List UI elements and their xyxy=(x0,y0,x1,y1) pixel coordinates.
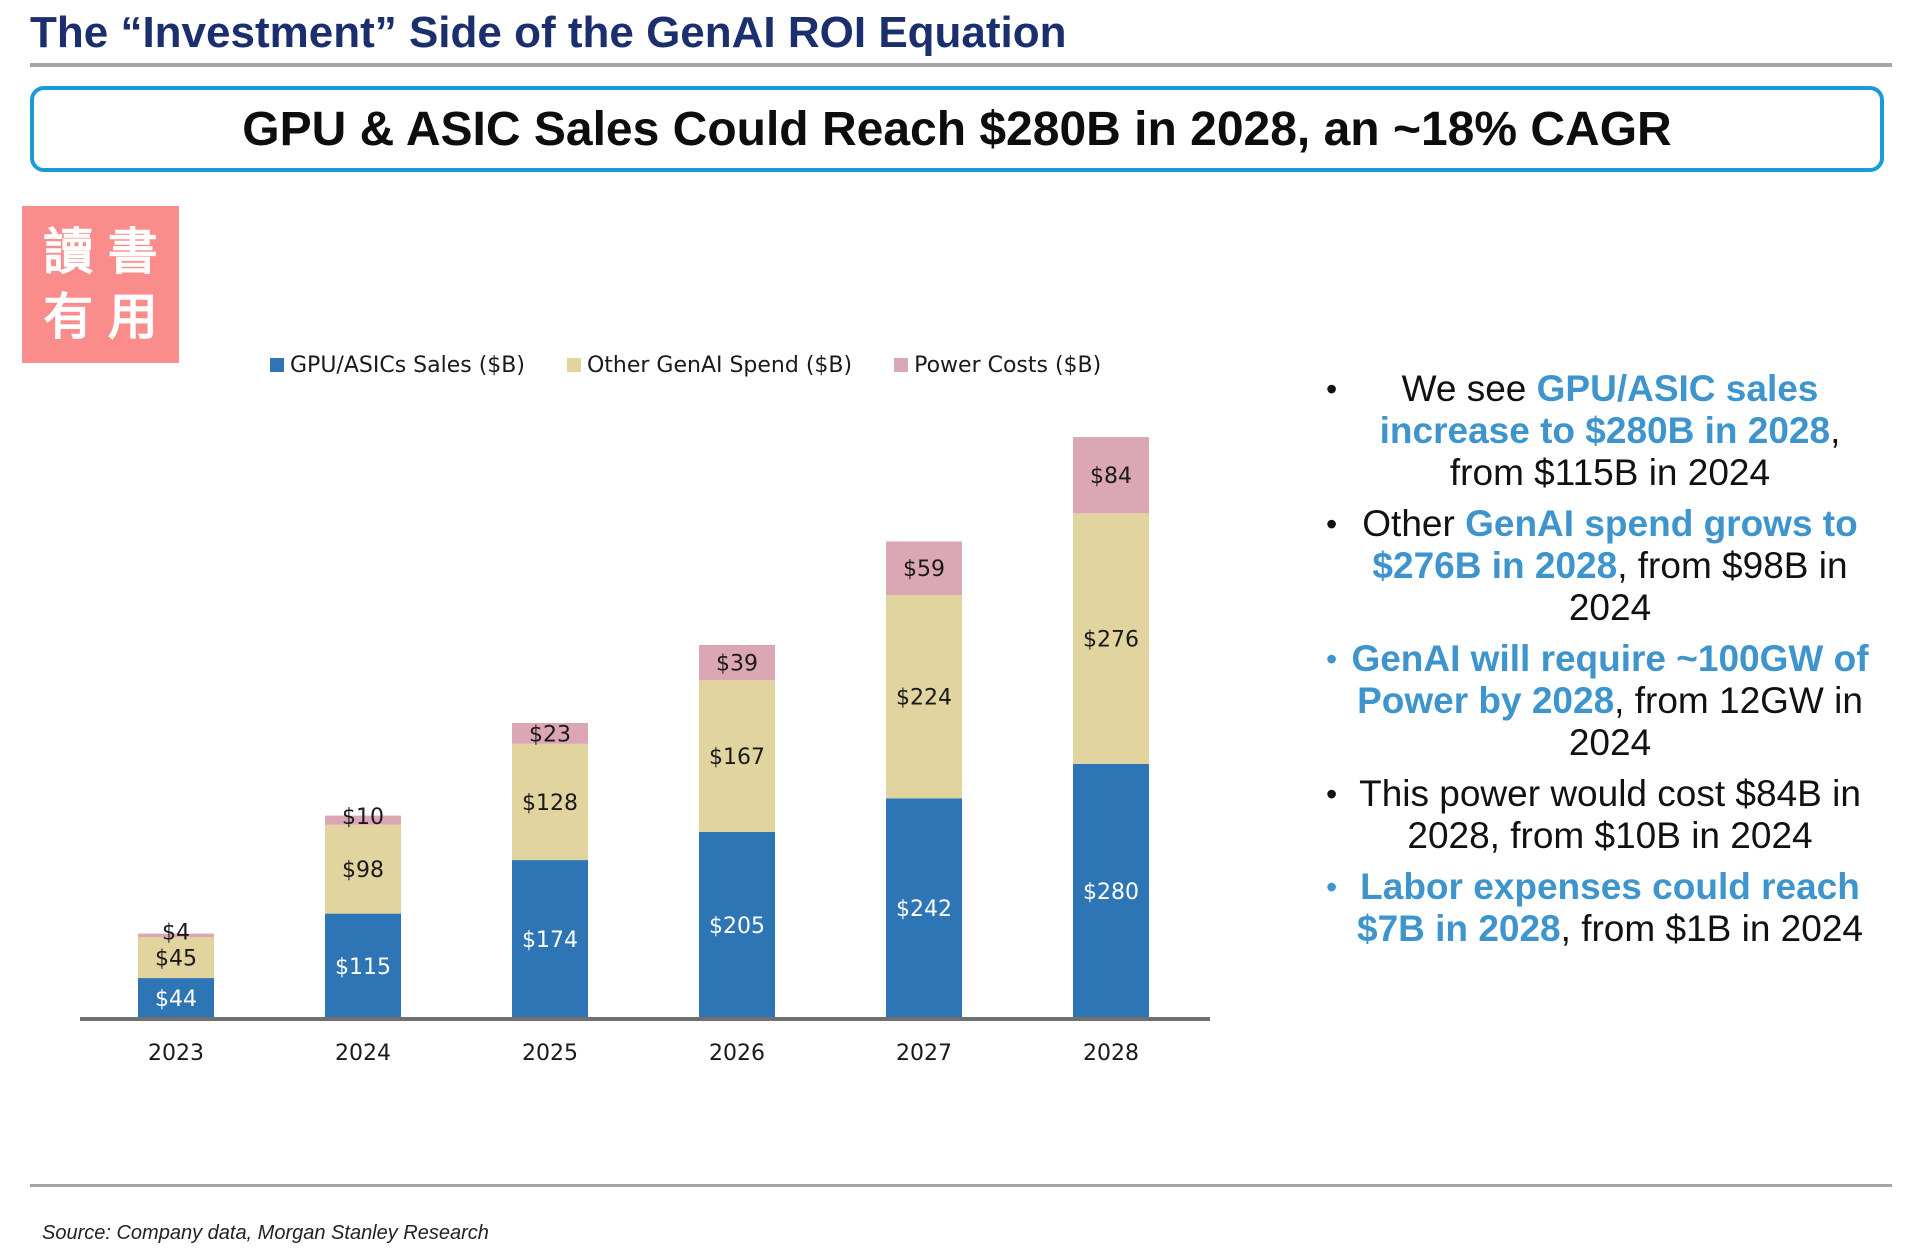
bullet-highlight-text: GenAI spend grows to $276B in 2028 xyxy=(1372,503,1858,586)
bar-segment xyxy=(1073,763,1149,1018)
title-divider xyxy=(30,63,1892,67)
bar-segment xyxy=(699,831,775,1018)
bar-segment xyxy=(699,644,775,681)
bullet-highlight-text: GPU/ASIC sales increase to $280B in 2028 xyxy=(1379,368,1831,451)
bar-value-label: $84 xyxy=(1090,464,1132,489)
bullet-dot-icon: • xyxy=(1326,641,1338,677)
legend-swatch-power xyxy=(894,358,909,372)
x-tick-label: 2027 xyxy=(896,1041,952,1066)
x-tick-label: 2028 xyxy=(1083,1041,1139,1066)
bar-segment xyxy=(886,595,962,799)
bar-segment xyxy=(138,937,214,979)
x-tick-label: 2024 xyxy=(335,1041,391,1066)
chart-legend: GPU/ASICs Sales ($B) Other GenAI Spend (… xyxy=(270,350,1101,380)
x-tick-label: 2026 xyxy=(709,1041,765,1066)
legend-item-power: Power Costs ($B) xyxy=(894,353,1101,378)
bar-segment xyxy=(325,815,401,825)
bar-value-label: $59 xyxy=(903,557,945,582)
bar-value-label: $4 xyxy=(162,920,190,945)
headline-text: GPU & ASIC Sales Could Reach $280B in 20… xyxy=(242,102,1672,156)
bar-value-label: $44 xyxy=(155,987,197,1012)
source-note: Source: Company data, Morgan Stanley Res… xyxy=(42,1222,489,1244)
bullet-text: This power would cost $84B in 2028, from… xyxy=(1359,773,1861,856)
seal-char: 書 xyxy=(107,222,158,281)
bullet-text: , from $98B in 2024 xyxy=(1568,545,1848,628)
bar-value-label: $174 xyxy=(522,928,578,953)
bullet-item: • GenAI will require ~100GW of Power by 2… xyxy=(1300,638,1900,764)
bar-value-label: $128 xyxy=(522,791,578,816)
headline-box: GPU & ASIC Sales Could Reach $280B in 20… xyxy=(30,86,1884,172)
bar-segment xyxy=(699,680,775,832)
bar-segment xyxy=(1073,513,1149,764)
seal-char: 有 xyxy=(43,286,94,346)
bullet-text: , from 12GW in 2024 xyxy=(1568,680,1863,763)
bar-value-label: $23 xyxy=(529,722,571,747)
bullet-text: We see xyxy=(1401,368,1537,409)
bar-segment xyxy=(512,723,588,744)
bullet-item: • We see GPU/ASIC sales increase to $280B… xyxy=(1300,368,1900,494)
bar-value-label: $242 xyxy=(896,897,952,922)
legend-label-gpu: GPU/ASICs Sales ($B) xyxy=(290,352,525,378)
legend-swatch-other xyxy=(566,358,581,372)
bullet-item: • This power would cost $84B in 2028, fro… xyxy=(1300,773,1900,857)
page-title: The “Investment” Side of the GenAI ROI E… xyxy=(30,8,1067,57)
bar-segment xyxy=(1073,437,1149,514)
bar-segment xyxy=(512,860,588,1018)
bullet-list: • We see GPU/ASIC sales increase to $280B… xyxy=(1300,368,1900,959)
bullet-highlight-text: Labor expenses could reach $7B in 2028 xyxy=(1357,866,1860,949)
bar-value-label: $167 xyxy=(709,745,765,770)
bullet-dot-icon: • xyxy=(1326,371,1338,407)
footer-divider xyxy=(30,1184,1892,1187)
bullet-text: , from $1B in 2024 xyxy=(1560,908,1863,949)
bar-segment xyxy=(886,798,962,1018)
bullet-text: , from $115B in 2024 xyxy=(1449,410,1841,493)
bar-segment xyxy=(325,824,401,914)
bullet-item: • Other GenAI spend grows to $276B in 202… xyxy=(1300,503,1900,629)
bar-value-label: $224 xyxy=(896,686,952,711)
bar-segment xyxy=(138,933,214,938)
bar-segment xyxy=(512,743,588,861)
bar-segment xyxy=(886,541,962,596)
bar-segment xyxy=(325,913,401,1018)
bar-value-label: $115 xyxy=(335,955,391,980)
bullet-item: • Labor expenses could reach $7B in 2028,… xyxy=(1300,866,1900,950)
bullet-dot-icon: • xyxy=(1326,869,1338,905)
stacked-bar-chart: $44 $45$4 2023 $115 $98 $10 2024 $174 $128 $23 202… xyxy=(80,437,1210,1066)
bar-value-label: $276 xyxy=(1083,628,1139,653)
seal-char: 讀 xyxy=(43,222,94,281)
seal-char: 用 xyxy=(107,286,158,346)
legend-swatch-gpu xyxy=(270,358,284,372)
bar-value-label: $205 xyxy=(709,914,765,939)
seal-stamp: 讀 書 有 用 xyxy=(22,206,179,363)
legend-label-other: Other GenAI Spend ($B) xyxy=(586,352,853,378)
x-tick-label: 2025 xyxy=(522,1041,578,1066)
bullet-text: Other xyxy=(1362,503,1466,544)
bar-segment xyxy=(138,978,214,1018)
bar-value-label: $98 xyxy=(342,858,384,883)
legend-item-gpu: GPU/ASICs Sales ($B) xyxy=(270,353,525,378)
bar-value-label: $45 xyxy=(155,947,197,972)
bar-value-label: $39 xyxy=(716,652,758,677)
legend-label-power: Power Costs ($B) xyxy=(914,352,1102,378)
bar-value-label: $10 xyxy=(342,805,384,830)
bullet-dot-icon: • xyxy=(1326,506,1338,542)
legend-item-other: Other GenAI Spend ($B) xyxy=(566,352,853,378)
bar-value-label: $280 xyxy=(1083,880,1139,905)
x-tick-label: 2023 xyxy=(148,1041,204,1066)
bullet-dot-icon: • xyxy=(1326,776,1338,812)
bullet-highlight-text: GenAI will require ~100GW of Power by 20… xyxy=(1351,638,1869,721)
